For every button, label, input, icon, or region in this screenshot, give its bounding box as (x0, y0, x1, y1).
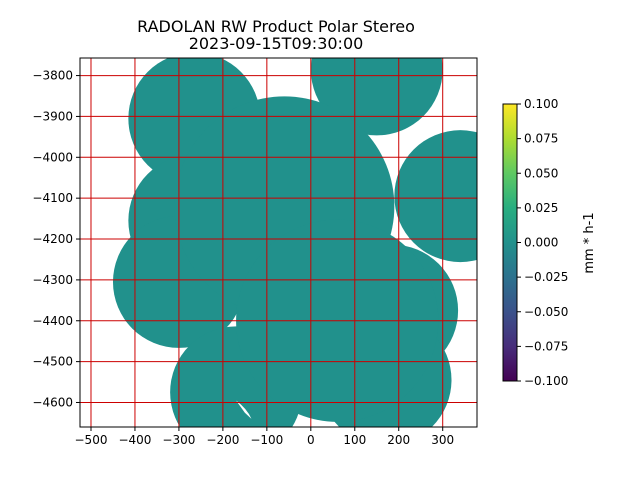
chart-title: RADOLAN RW Product Polar Stereo (137, 17, 415, 36)
colorbar-tick-label: 0.075 (524, 132, 558, 146)
colorbar-gradient (503, 104, 517, 381)
chart-subtitle: 2023-09-15T09:30:00 (189, 34, 364, 53)
x-tick-label: 200 (387, 433, 410, 447)
colorbar-tick-label: −0.075 (524, 339, 568, 353)
colorbar-tick-label: −0.050 (524, 305, 568, 319)
y-tick-label: −4100 (32, 191, 73, 205)
colorbar-tick-label: 0.000 (524, 236, 558, 250)
colorbar-axis: 0.100 0.075 0.050 0.025 0.000 −0.025 −0.050 −0.… (517, 97, 568, 388)
y-tick-label: −4400 (32, 314, 73, 328)
radar-coverage-disc (394, 130, 477, 263)
colorbar-label: mm * h-1 (582, 212, 597, 273)
x-tick-label: 100 (343, 433, 366, 447)
y-tick-label: −4200 (32, 232, 73, 246)
y-axis: −3800 −3900 −4000 −4100 −4200 −4300 −4400 −4500… (32, 69, 80, 409)
colorbar-tick-label: −0.025 (524, 270, 568, 284)
no-data-gap (236, 400, 252, 419)
y-tick-label: −3900 (32, 109, 73, 123)
plot-frame (79, 57, 478, 428)
x-tick-label: −200 (206, 433, 239, 447)
x-tick-label: −100 (250, 433, 283, 447)
colorbar-tick-label: −0.100 (524, 374, 568, 388)
x-tick-label: 300 (431, 433, 454, 447)
x-tick-label: 0 (307, 433, 315, 447)
x-tick-label: −500 (75, 433, 108, 447)
y-tick-label: −4000 (32, 150, 73, 164)
y-tick-label: −4300 (32, 273, 73, 287)
y-tick-label: −4600 (32, 395, 73, 409)
x-tick-label: −400 (118, 433, 151, 447)
colorbar-tick-label: 0.025 (524, 201, 558, 215)
y-tick-label: −4500 (32, 355, 73, 369)
colorbar-tick-label: 0.050 (524, 166, 558, 180)
colorbar-tick-label: 0.100 (524, 97, 558, 111)
x-axis: −500 −400 −300 −200 −100 0 100 200 300 (75, 427, 454, 447)
radar-coverage-field (112, 58, 477, 427)
y-tick-label: −3800 (32, 69, 73, 83)
grid-lines (80, 58, 477, 427)
x-tick-label: −300 (162, 433, 195, 447)
